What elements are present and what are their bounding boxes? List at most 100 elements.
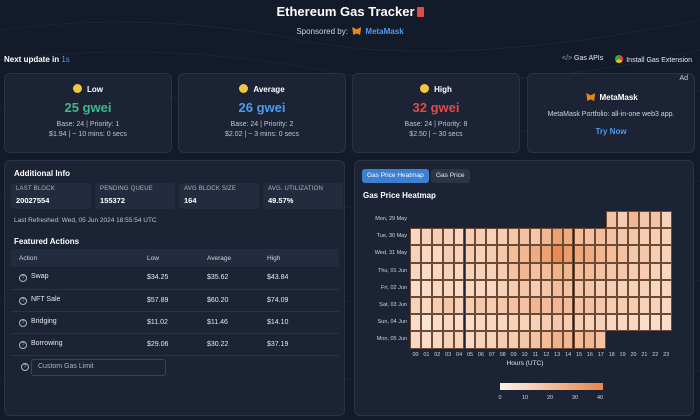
heatmap-cell[interactable] xyxy=(442,331,454,349)
heatmap-cell[interactable] xyxy=(551,262,563,280)
heatmap-cell[interactable] xyxy=(475,297,487,315)
heatmap-cell[interactable] xyxy=(431,314,443,332)
help-icon[interactable]: ? xyxy=(19,274,27,283)
heatmap-cell[interactable] xyxy=(420,331,432,349)
heatmap-cell[interactable] xyxy=(529,228,541,246)
heatmap-cell[interactable] xyxy=(519,297,530,315)
heatmap-cell[interactable] xyxy=(573,279,585,297)
heatmap-cell[interactable] xyxy=(431,262,443,280)
heatmap-cell[interactable] xyxy=(584,262,596,280)
heatmap-cell[interactable] xyxy=(519,314,530,332)
heatmap-cell[interactable] xyxy=(464,314,476,332)
heatmap-cell[interactable] xyxy=(410,245,421,263)
heatmap-cell[interactable] xyxy=(628,228,639,246)
heatmap-cell[interactable] xyxy=(573,314,585,332)
help-icon[interactable]: ? xyxy=(19,340,27,349)
heatmap-cell[interactable] xyxy=(431,297,443,315)
tab-gas-price-heatmap[interactable]: Gas Price Heatmap xyxy=(362,169,429,183)
heatmap-cell[interactable] xyxy=(540,331,552,349)
heatmap-cell[interactable] xyxy=(420,262,432,280)
heatmap-cell[interactable] xyxy=(628,262,639,280)
heatmap-cell[interactable] xyxy=(442,297,454,315)
heatmap-cell[interactable] xyxy=(508,245,519,263)
heatmap-cell[interactable] xyxy=(606,228,618,246)
heatmap-cell[interactable] xyxy=(562,245,574,263)
heatmap-cell[interactable] xyxy=(475,314,487,332)
heatmap-cell[interactable] xyxy=(573,331,585,349)
heatmap-cell[interactable] xyxy=(529,331,541,349)
heatmap-cell[interactable] xyxy=(453,297,465,315)
heatmap-cell[interactable] xyxy=(453,245,465,263)
heatmap-cell[interactable] xyxy=(660,245,672,263)
heatmap-cell[interactable] xyxy=(431,228,443,246)
heatmap-cell[interactable] xyxy=(584,245,596,263)
heatmap-cell[interactable] xyxy=(649,279,661,297)
heatmap-cell[interactable] xyxy=(638,245,650,263)
heatmap-cell[interactable] xyxy=(529,279,541,297)
heatmap-cell[interactable] xyxy=(595,297,607,315)
heatmap-cell[interactable] xyxy=(453,331,465,349)
heatmap-cell[interactable] xyxy=(497,314,509,332)
heatmap-cell[interactable] xyxy=(519,279,530,297)
heatmap-cell[interactable] xyxy=(595,314,607,332)
heatmap-cell[interactable] xyxy=(529,297,541,315)
heatmap-cell[interactable] xyxy=(573,262,585,280)
heatmap-cell[interactable] xyxy=(573,297,585,315)
heatmap-cell[interactable] xyxy=(584,297,596,315)
heatmap-cell[interactable] xyxy=(595,262,607,280)
heatmap-cell[interactable] xyxy=(519,228,530,246)
heatmap-cell[interactable] xyxy=(464,262,476,280)
heatmap-cell[interactable] xyxy=(562,279,574,297)
heatmap-cell[interactable] xyxy=(649,297,661,315)
heatmap-cell[interactable] xyxy=(573,245,585,263)
heatmap-cell[interactable] xyxy=(453,314,465,332)
heatmap-cell[interactable] xyxy=(649,228,661,246)
heatmap-cell[interactable] xyxy=(453,262,465,280)
heatmap-cell[interactable] xyxy=(464,228,476,246)
heatmap-cell[interactable] xyxy=(497,228,509,246)
heatmap-cell[interactable] xyxy=(573,228,585,246)
heatmap-cell[interactable] xyxy=(606,297,618,315)
heatmap-cell[interactable] xyxy=(442,262,454,280)
heatmap-cell[interactable] xyxy=(420,297,432,315)
heatmap-cell[interactable] xyxy=(660,314,672,332)
heatmap-cell[interactable] xyxy=(410,262,421,280)
heatmap-cell[interactable] xyxy=(431,245,443,263)
heatmap-cell[interactable] xyxy=(464,331,476,349)
heatmap-cell[interactable] xyxy=(410,314,421,332)
heatmap-cell[interactable] xyxy=(562,262,574,280)
heatmap-cell[interactable] xyxy=(606,262,618,280)
heatmap-cell[interactable] xyxy=(486,297,498,315)
heatmap-cell[interactable] xyxy=(562,297,574,315)
heatmap-cell[interactable] xyxy=(562,228,574,246)
heatmap-cell[interactable] xyxy=(617,314,628,332)
heatmap-cell[interactable] xyxy=(649,262,661,280)
heatmap-cell[interactable] xyxy=(606,245,618,263)
heatmap-cell[interactable] xyxy=(519,245,530,263)
ad-try-now-link[interactable]: Try Now xyxy=(595,127,627,136)
heatmap-cell[interactable] xyxy=(442,245,454,263)
heatmap-cell[interactable] xyxy=(410,331,421,349)
heatmap-cell[interactable] xyxy=(508,228,519,246)
heatmap-cell[interactable] xyxy=(562,314,574,332)
heatmap-cell[interactable] xyxy=(617,262,628,280)
heatmap-cell[interactable] xyxy=(584,279,596,297)
heatmap-cell[interactable] xyxy=(497,297,509,315)
heatmap-cell[interactable] xyxy=(638,228,650,246)
heatmap-cell[interactable] xyxy=(486,314,498,332)
heatmap-cell[interactable] xyxy=(529,314,541,332)
help-icon[interactable]: ? xyxy=(19,296,27,305)
heatmap-cell[interactable] xyxy=(584,228,596,246)
heatmap-cell[interactable] xyxy=(529,262,541,280)
heatmap-cell[interactable] xyxy=(475,228,487,246)
heatmap-cell[interactable] xyxy=(464,279,476,297)
heatmap-cell[interactable] xyxy=(486,262,498,280)
heatmap-cell[interactable] xyxy=(649,245,661,263)
heatmap-cell[interactable] xyxy=(410,228,421,246)
heatmap-cell[interactable] xyxy=(617,245,628,263)
heatmap-cell[interactable] xyxy=(595,279,607,297)
heatmap-cell[interactable] xyxy=(475,262,487,280)
help-icon[interactable]: ? xyxy=(21,363,29,371)
heatmap-cell[interactable] xyxy=(638,297,650,315)
gas-apis-link[interactable]: </> Gas APIs xyxy=(562,55,603,64)
